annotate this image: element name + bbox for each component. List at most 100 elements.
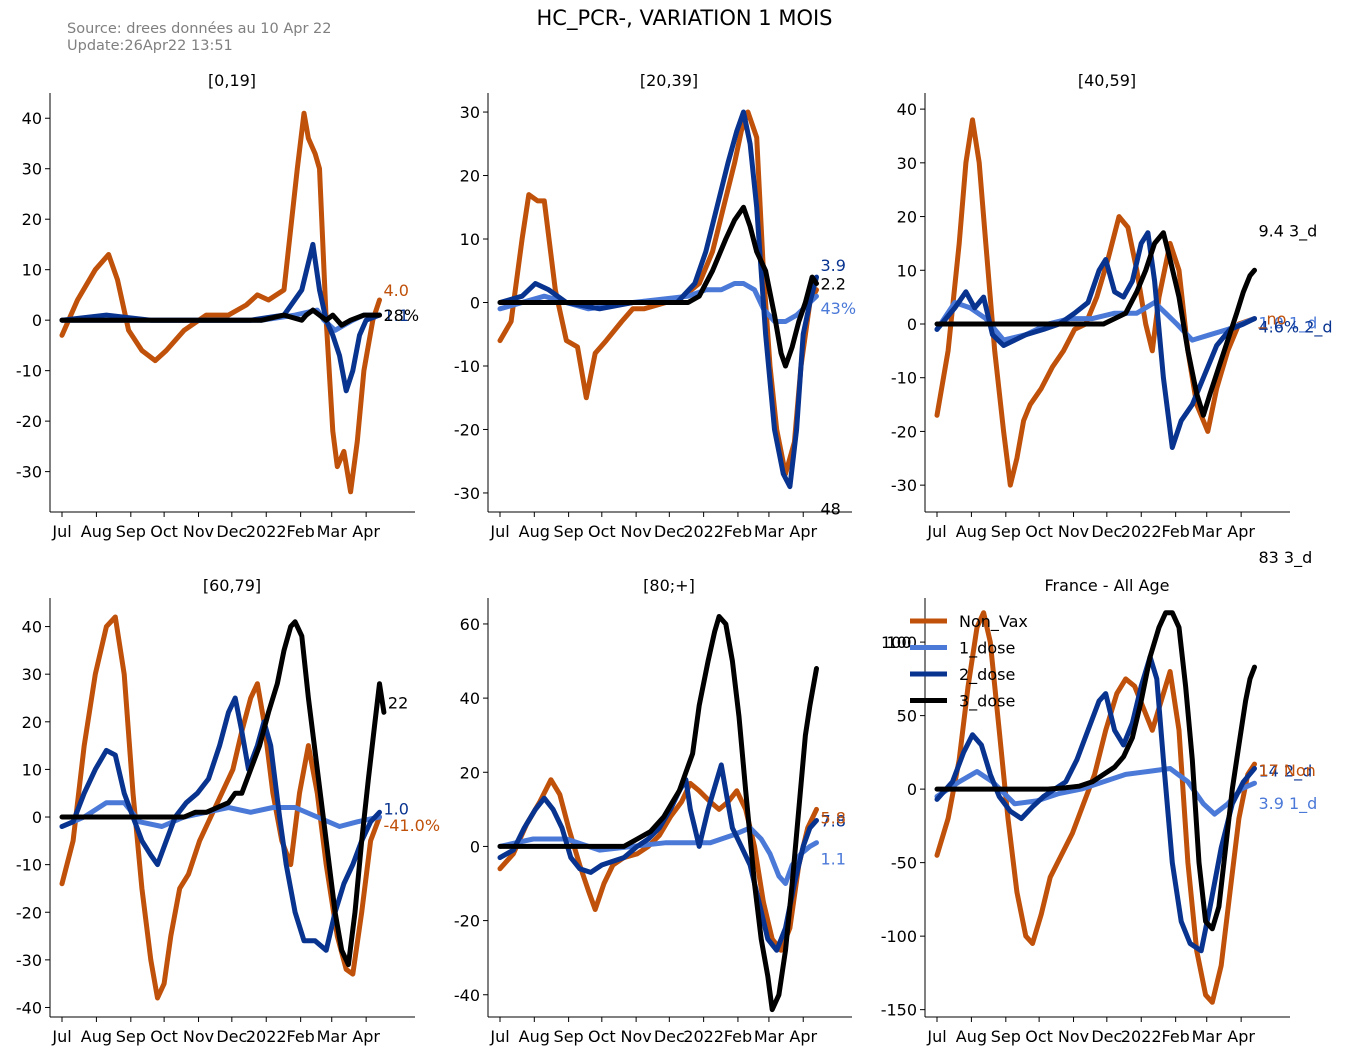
x-tick-label: Feb (1161, 1027, 1189, 1046)
y-tick-label: -40 (454, 986, 480, 1005)
y-tick-label: 40 (22, 109, 42, 128)
y-tick-label: 10 (22, 760, 42, 779)
x-tick-label: Nov (1058, 1027, 1089, 1046)
x-tick-label: Feb (724, 1027, 752, 1046)
x-tick-label: Mar (754, 522, 785, 541)
y-tick-label: -20 (454, 912, 480, 931)
y-tick-label: -20 (16, 412, 42, 431)
x-tick-label: Jul (926, 1027, 946, 1046)
series-end-label: 22 (388, 693, 408, 712)
x-tick-label: Oct (150, 1027, 178, 1046)
series-line-3-dose (934, 610, 1257, 932)
panel-title: [80;+] (643, 576, 695, 595)
y-tick-label: 0 (32, 311, 42, 330)
series-line-3-dose (59, 619, 387, 968)
series-end-label: 1.0 (383, 799, 408, 818)
panel-title: [0,19] (208, 71, 256, 90)
x-tick-label: 2022 (1121, 522, 1162, 541)
y-tick-label: 10 (460, 230, 480, 249)
x-tick-label: Aug (519, 1027, 550, 1046)
x-tick-label: Dec (654, 1027, 685, 1046)
series-line-2-dose (934, 230, 1257, 450)
y-tick-label: 0 (470, 837, 480, 856)
source-note: Source: drees données au 10 Apr 22 Updat… (67, 21, 332, 55)
series-end-label: 2.2 (821, 274, 846, 293)
x-tick-label: Jul (51, 1027, 71, 1046)
series-end-label: 28% (383, 306, 419, 325)
y-tick-label: 20 (22, 713, 42, 732)
y-tick-label: 20 (460, 167, 480, 186)
series-line-1-dose (934, 300, 1257, 343)
x-tick-label: Oct (588, 522, 616, 541)
x-tick-label: Dec (1091, 522, 1122, 541)
y-tick-label: -20 (891, 422, 917, 441)
y-tick-label: -30 (891, 476, 917, 495)
x-tick-label: 2022 (683, 1027, 724, 1046)
panel-title: France - All Age (1044, 576, 1169, 595)
y-tick-label: -50 (891, 854, 917, 873)
x-tick-label: Aug (956, 1027, 987, 1046)
x-tick-label: 2022 (1121, 1027, 1162, 1046)
x-tick-label: 2022 (683, 522, 724, 541)
x-tick-label: Feb (286, 1027, 314, 1046)
update-line: Update:26Apr22 13:51 (67, 38, 233, 54)
y-tick-label: 20 (897, 208, 917, 227)
y-tick-label: -100 (881, 927, 917, 946)
y-tick-label: 10 (22, 261, 42, 280)
x-tick-label: Feb (1161, 522, 1189, 541)
x-tick-label: Mar (317, 522, 348, 541)
x-tick-label: Mar (754, 1027, 785, 1046)
y-tick-label: 100 (886, 633, 917, 652)
y-tick-label: 20 (22, 210, 42, 229)
panel-title: [20,39] (640, 71, 698, 90)
series-end-label: 1.1 (821, 850, 846, 869)
series-line-3-dose (497, 614, 819, 1013)
x-tick-label: Nov (1058, 522, 1089, 541)
series-line-non-vax (59, 110, 382, 495)
series-line-non-vax (497, 777, 819, 953)
x-tick-label: Apr (789, 1027, 817, 1046)
x-tick-label: Sep (116, 1027, 146, 1046)
x-tick-label: Jul (489, 522, 509, 541)
x-tick-label: Apr (352, 1027, 380, 1046)
series-line-3-dose (497, 204, 819, 369)
series-end-label: 83 3_d (1258, 548, 1312, 568)
x-tick-label: Nov (183, 522, 214, 541)
series-end-label: 1.0 1_d (1258, 314, 1317, 334)
x-tick-label: Feb (286, 522, 314, 541)
series-end-label: _no (1257, 310, 1286, 330)
series-end-label: -41.0% (383, 816, 440, 835)
panel-4: [60,79] -40 -30 -20 -10 0 10 20 30 40 Jul Aug Sep Oct… (16, 576, 440, 1046)
x-tick-label: Apr (1227, 522, 1255, 541)
series-line-2-dose (59, 695, 382, 953)
series-end-label: 43% (821, 299, 857, 318)
y-tick-label: -20 (454, 420, 480, 439)
y-tick-label: 10 (897, 261, 917, 280)
series-end-label: 4.0 (383, 281, 408, 300)
legend-label: 3_dose (959, 692, 1015, 712)
x-tick-label: Aug (956, 522, 987, 541)
panel-2: [20,39] -30 -20 -10 0 10 20 30 Jul Aug Sep Oct Nov De… (454, 71, 856, 541)
x-tick-label: 2022 (246, 522, 287, 541)
y-tick-label: -10 (16, 856, 42, 875)
x-tick-label: Sep (991, 1027, 1021, 1046)
y-tick-label: 0 (470, 294, 480, 313)
legend-label: Non_Vax (959, 612, 1028, 632)
series-end-label: 17 Non (1258, 761, 1315, 780)
y-tick-label: 40 (897, 100, 917, 119)
x-tick-label: Oct (588, 1027, 616, 1046)
x-tick-label: Mar (1192, 1027, 1223, 1046)
series-end-label: 7.8 (821, 811, 846, 830)
x-tick-label: Nov (183, 1027, 214, 1046)
x-tick-label: Oct (150, 522, 178, 541)
y-tick-label: -150 (881, 1001, 917, 1020)
x-tick-label: Oct (1025, 1027, 1053, 1046)
x-tick-label: Jul (489, 1027, 509, 1046)
series-end-label: 1.1 (383, 306, 408, 325)
y-tick-label: -10 (891, 369, 917, 388)
x-tick-label: Apr (1227, 1027, 1255, 1046)
y-tick-label: -20 (16, 903, 42, 922)
series-end-label: 48 (821, 499, 841, 518)
y-tick-label: 20 (460, 763, 480, 782)
